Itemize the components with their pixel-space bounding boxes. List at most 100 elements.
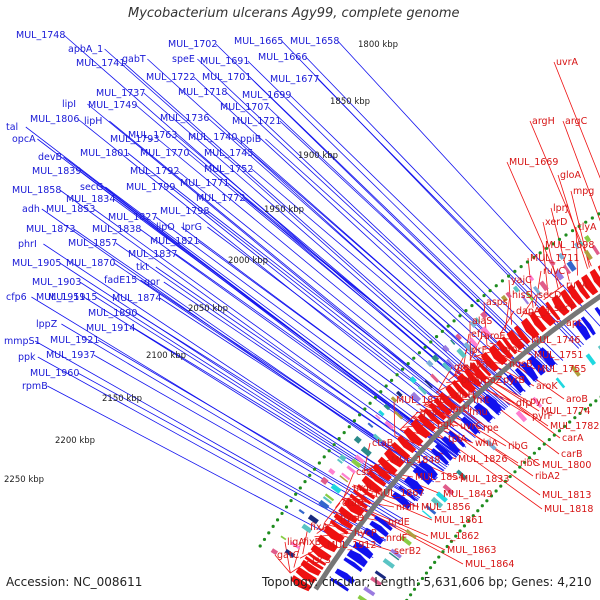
gene-label-mul-5115: MUL_5115: [48, 292, 97, 303]
connector-line: [293, 541, 302, 568]
backbone-circle: [313, 293, 600, 591]
gene-label-phri: phrI: [18, 239, 37, 250]
forward-gene-arrow: [475, 358, 492, 377]
gene-label-mul-1864: MUL_1864: [465, 559, 514, 570]
feature-block: [539, 280, 549, 292]
scale-dot: [429, 340, 433, 344]
scale-dot: [454, 534, 458, 538]
forward-gene-arrow: [574, 279, 591, 300]
reverse-gene-arrow: [514, 367, 532, 387]
connector-line: [542, 221, 559, 290]
forward-gene-arrow: [537, 305, 556, 327]
forward-gene-arrow: [423, 407, 442, 426]
reverse-gene-arrow: [482, 394, 502, 415]
scale-dot: [513, 470, 517, 474]
reverse-gene-arrow: [448, 430, 466, 448]
scale-dot: [412, 356, 416, 360]
connector-line: [575, 226, 578, 276]
forward-gene-arrow: [428, 402, 447, 421]
forward-gene-arrow: [349, 493, 368, 509]
connector-line: [135, 104, 500, 415]
accession-text: Accession: NC_008611: [6, 575, 143, 589]
gene-label-liph: lipH: [84, 116, 102, 127]
forward-gene-arrow: [597, 265, 600, 272]
scale-dot: [406, 362, 410, 366]
connector-line: [274, 554, 291, 574]
connector-line: [251, 168, 520, 397]
gene-label-fixb: fixB: [303, 537, 321, 548]
forward-gene-arrow: [403, 426, 424, 447]
gene-label-pyrf: pyrF: [532, 411, 553, 422]
gene-label-mul-1861: MUL_1861: [434, 515, 483, 526]
feature-block: [548, 259, 556, 267]
gene-label-mul-1937: MUL_1937: [46, 350, 95, 361]
connector-line: [462, 366, 549, 427]
scale-dot: [275, 518, 280, 522]
connector-line: [249, 76, 553, 370]
gene-label-mul-1870: MUL_1870: [66, 258, 115, 269]
gene-label-lprj: lprJ: [553, 203, 568, 214]
feature-block: [480, 326, 492, 338]
gene-label-argh: argH: [532, 116, 555, 127]
reverse-gene-arrow: [412, 466, 433, 485]
feature-block: [290, 541, 301, 550]
connector-line: [337, 40, 600, 327]
gene-label-spee: speE: [172, 54, 195, 65]
forward-gene-arrow: [480, 351, 500, 372]
gene-label-pgk: pgk: [437, 419, 455, 430]
forward-gene-arrow: [451, 379, 470, 399]
gene-label-mul-1772: MUL_1772: [196, 193, 245, 204]
feature-block: [421, 510, 432, 519]
gene-label-tal: tal: [6, 122, 18, 133]
forward-gene-arrow: [433, 397, 452, 416]
gene-label-mul-1806: MUL_1806: [30, 114, 79, 125]
gene-label-fixa: fixA: [310, 522, 329, 533]
gene-label-mul-1912: MUL_1912: [327, 540, 376, 551]
scale-dot: [544, 246, 549, 250]
forward-gene-arrow: [316, 534, 339, 553]
scale-dot: [445, 544, 449, 549]
gene-label-mul-1752: MUL_1752: [204, 164, 253, 175]
scale-dot: [373, 395, 378, 400]
scale-dot: [476, 298, 480, 303]
connector-line: [175, 253, 460, 456]
gene-label-mul-1799: MUL_1799: [126, 182, 175, 193]
forward-gene-arrow: [581, 274, 599, 296]
scale-dot: [489, 494, 494, 498]
scale-dot: [557, 237, 562, 241]
gene-label-mul-1741: MUL_1741: [76, 58, 125, 69]
scale-dot: [482, 293, 486, 298]
scale-dot: [308, 473, 312, 478]
connector-line: [193, 76, 531, 388]
forward-gene-arrow: [391, 441, 411, 460]
scale-dot: [458, 529, 462, 533]
gene-label-dapa-1: dapA_1: [516, 306, 551, 317]
gene-label-mul-1873: MUL_1873: [26, 224, 75, 235]
feature-block: [425, 504, 437, 515]
gene-label-mul-1854: MUL_1854: [415, 472, 464, 483]
connector-line: [247, 60, 558, 366]
forward-gene-arrow: [333, 512, 354, 530]
forward-gene-arrow: [352, 489, 372, 505]
forward-gene-arrow: [501, 336, 518, 355]
forward-gene-arrow: [343, 497, 365, 517]
feature-block: [338, 454, 347, 462]
scale-dot: [379, 390, 383, 394]
scale-dot: [467, 519, 471, 523]
gene-label-cfp6: cfp6: [6, 292, 27, 303]
gene-label-gatc: gatC: [277, 550, 300, 561]
forward-gene-arrow: [551, 294, 570, 316]
feature-block: [336, 458, 343, 464]
forward-gene-arrow: [300, 559, 322, 576]
feature-block: [367, 422, 374, 428]
connector-line: [77, 372, 386, 542]
feature-block: [442, 344, 450, 353]
connector-line: [147, 58, 520, 397]
scale-dot: [584, 220, 588, 224]
scale-label: 2000 kbp: [228, 256, 268, 266]
forward-gene-arrow: [417, 412, 437, 432]
gene-label-ribc: ribC: [520, 458, 540, 469]
connector-line: [267, 106, 550, 372]
feature-block: [455, 333, 462, 341]
scale-dot: [488, 289, 492, 293]
